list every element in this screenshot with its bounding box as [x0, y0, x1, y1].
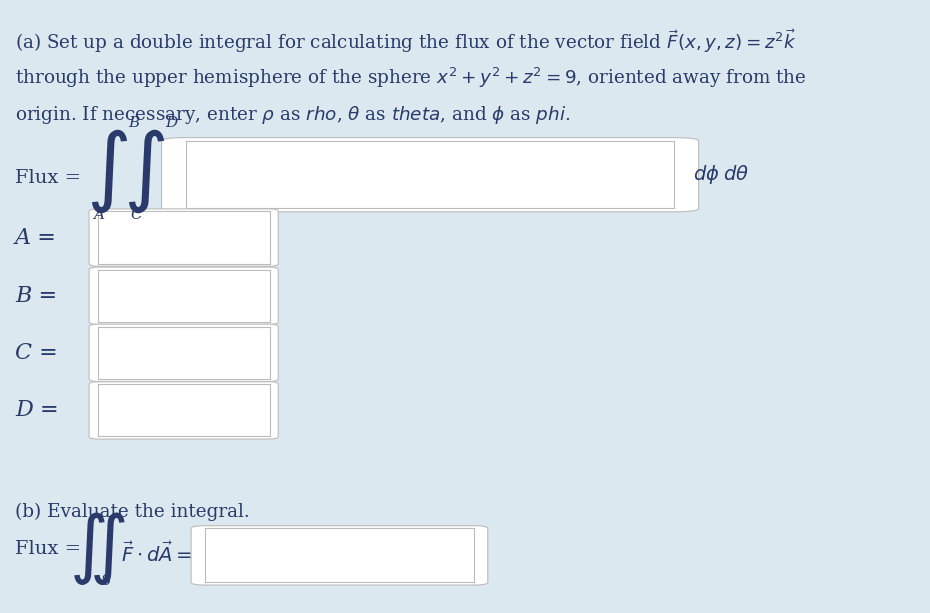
FancyBboxPatch shape — [191, 526, 487, 585]
Text: A: A — [93, 208, 104, 221]
Text: through the upper hemisphere of the sphere $x^2 + y^2 + z^2 = 9$, oriented away : through the upper hemisphere of the sphe… — [15, 66, 806, 89]
Text: B =: B = — [15, 285, 57, 306]
Text: D =: D = — [15, 400, 59, 421]
Text: origin. If necessary, enter $\rho$ as $\mathit{rho}$, $\theta$ as $\mathit{theta: origin. If necessary, enter $\rho$ as $\… — [15, 104, 570, 126]
Text: (a) Set up a double integral for calculating the flux of the vector field $\vec{: (a) Set up a double integral for calcula… — [15, 28, 796, 55]
Text: $\iint$: $\iint$ — [70, 510, 126, 587]
FancyBboxPatch shape — [89, 267, 278, 324]
FancyBboxPatch shape — [89, 382, 278, 439]
Text: C =: C = — [15, 342, 58, 364]
Text: $\vec{F} \cdot d\vec{A} =$: $\vec{F} \cdot d\vec{A} =$ — [121, 541, 192, 566]
FancyBboxPatch shape — [89, 324, 278, 381]
Text: Flux =: Flux = — [15, 539, 81, 558]
Text: $\int$: $\int$ — [123, 128, 166, 215]
Text: B: B — [128, 116, 140, 129]
Text: S: S — [100, 574, 112, 588]
Text: $d\phi\;d\theta$: $d\phi\;d\theta$ — [693, 163, 750, 186]
Text: D: D — [166, 116, 178, 129]
Text: (b) Evaluate the integral.: (b) Evaluate the integral. — [15, 503, 249, 521]
Text: A =: A = — [15, 227, 57, 248]
Text: Flux =: Flux = — [15, 169, 81, 187]
FancyBboxPatch shape — [162, 138, 698, 211]
Text: $\int$: $\int$ — [86, 128, 128, 215]
Text: C: C — [130, 208, 141, 221]
FancyBboxPatch shape — [89, 209, 278, 266]
